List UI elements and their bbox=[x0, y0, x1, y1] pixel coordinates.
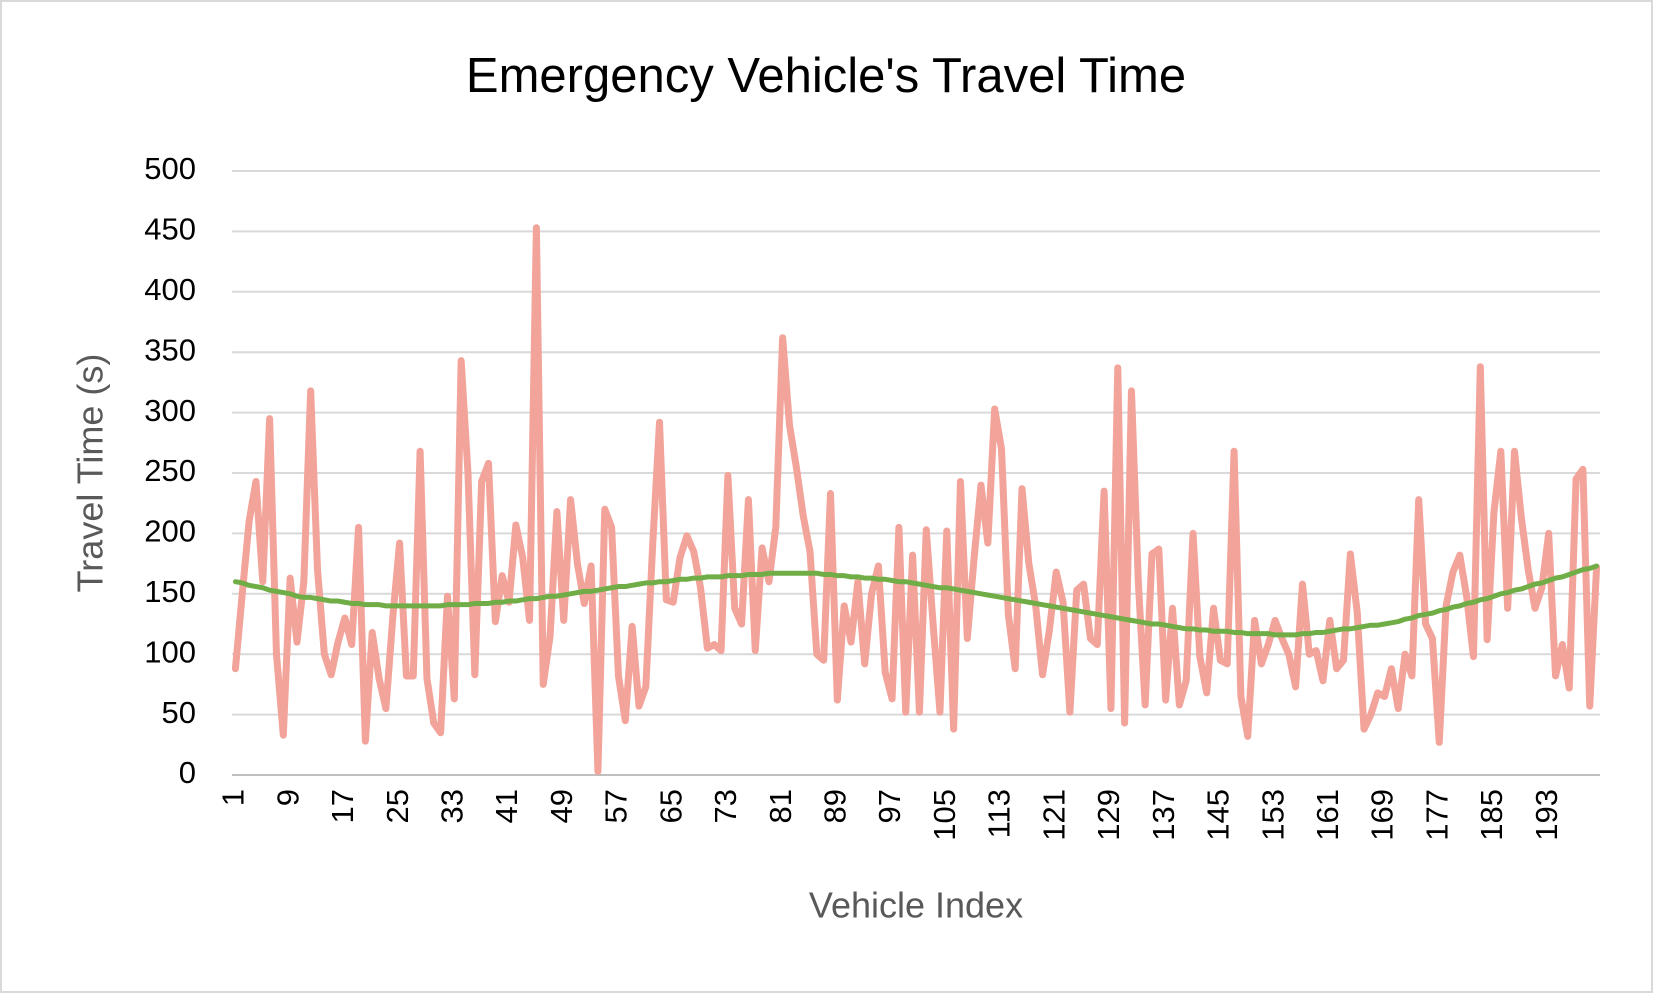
x-axis-title: Vehicle Index bbox=[809, 885, 1023, 926]
x-tick-label: 9 bbox=[270, 789, 305, 806]
chart-title: Emergency Vehicle's Travel Time bbox=[466, 49, 1186, 103]
x-tick-label: 65 bbox=[653, 789, 688, 823]
x-tick-label: 57 bbox=[599, 789, 634, 823]
y-tick-label: 200 bbox=[144, 514, 196, 549]
x-tick-label: 49 bbox=[544, 789, 579, 823]
data-line bbox=[231, 224, 1601, 775]
x-tick-label: 129 bbox=[1091, 789, 1126, 841]
y-tick-label: 50 bbox=[162, 695, 196, 730]
x-tick-label: 33 bbox=[434, 789, 469, 823]
x-tick-label: 153 bbox=[1255, 789, 1290, 841]
x-tick-label: 73 bbox=[708, 789, 743, 823]
x-tick-label: 113 bbox=[982, 789, 1017, 838]
x-tick-label: 169 bbox=[1365, 789, 1400, 841]
x-tick-label: 177 bbox=[1419, 789, 1454, 841]
x-tick-label: 185 bbox=[1474, 789, 1509, 841]
x-tick-label: 145 bbox=[1201, 789, 1236, 841]
y-axis-title: Travel Time (s) bbox=[70, 354, 111, 593]
x-tick-label: 89 bbox=[818, 789, 853, 823]
y-tick-label: 100 bbox=[144, 634, 196, 669]
x-tick-label: 41 bbox=[489, 789, 524, 823]
y-tick-label: 250 bbox=[144, 453, 196, 488]
x-tick-label: 81 bbox=[763, 789, 798, 823]
x-tick-label: 105 bbox=[927, 789, 962, 841]
y-tick-label: 450 bbox=[144, 212, 196, 247]
x-tick-label: 137 bbox=[1146, 789, 1181, 841]
y-tick-label: 0 bbox=[179, 755, 196, 790]
y-tick-label: 400 bbox=[144, 272, 196, 307]
y-tick-label: 350 bbox=[144, 332, 196, 367]
y-tick-label: 150 bbox=[144, 574, 196, 609]
y-tick-label: 300 bbox=[144, 393, 196, 428]
x-tick-label: 17 bbox=[325, 789, 360, 823]
x-tick-label: 25 bbox=[380, 789, 415, 823]
x-tick-label: 161 bbox=[1310, 789, 1345, 841]
data-line bbox=[232, 563, 1600, 638]
y-tick-label: 500 bbox=[144, 151, 196, 186]
x-tick-label: 193 bbox=[1529, 789, 1564, 841]
x-tick-label: 97 bbox=[872, 789, 907, 823]
x-tick-label: 121 bbox=[1036, 789, 1071, 841]
x-tick-label: 1 bbox=[216, 789, 251, 806]
